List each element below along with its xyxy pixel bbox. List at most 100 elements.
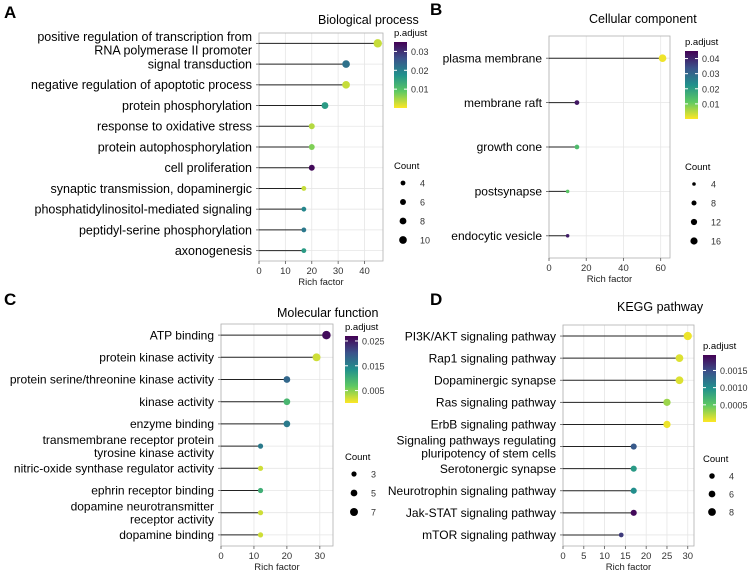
color-bar-label: 0.0005 [720, 400, 748, 410]
size-legend-label: 8 [729, 508, 734, 518]
size-legend-dot [690, 218, 698, 226]
size-legend-label: 4 [729, 472, 734, 482]
data-point [574, 100, 580, 105]
x-tick-label: 60 [655, 263, 666, 274]
category-label: growth cone [477, 140, 543, 154]
data-point [257, 443, 264, 449]
category-label: endocytic vesicle [451, 229, 542, 243]
color-legend-title: p.adjust [394, 28, 428, 39]
data-point [301, 206, 307, 212]
x-axis-label: Rich factor [298, 277, 343, 288]
plot-border [562, 324, 695, 547]
data-point [257, 532, 264, 538]
panel-d: D KEGG pathway 0 5 10 15 20 25 30 Rich factor PI3… [388, 290, 748, 573]
color-bar-label: 0.015 [362, 361, 385, 371]
data-point [663, 420, 671, 429]
size-legend-label: 3 [371, 470, 376, 480]
size-legend-dot [399, 217, 407, 225]
x-tick-label: 20 [581, 263, 592, 274]
size-legend-label: 8 [420, 217, 425, 227]
color-bar-label: 0.025 [362, 336, 385, 346]
x-axis-label: Rich factor [254, 562, 299, 573]
data-point [630, 487, 637, 494]
data-point [322, 330, 331, 340]
category-label: PI3K/AKT signaling pathway [405, 329, 556, 343]
category-label: RNA polymerase II promoter [94, 43, 252, 57]
category-label: protein serine/threonine kinase activity [10, 373, 214, 387]
data-point [675, 354, 684, 363]
panel-a: A Biological process 0 10 20 30 40 Rich factor… [4, 3, 430, 288]
category-label: negative regulation of apoptotic process [31, 78, 252, 92]
x-tick-label: 30 [682, 551, 693, 562]
x-tick-label: 0 [560, 551, 565, 562]
chart-title: Cellular component [589, 12, 697, 26]
x-tick-label: 0 [546, 263, 551, 274]
color-bar [394, 42, 407, 108]
x-tick-label: 30 [315, 551, 326, 562]
data-point [301, 227, 307, 233]
size-legend-dot [350, 508, 358, 516]
color-bar-label: 0.0010 [720, 383, 748, 393]
data-point [675, 376, 684, 385]
color-legend-title: p.adjust [685, 37, 719, 48]
data-point [630, 443, 637, 450]
x-tick-label: 40 [618, 263, 629, 274]
panel-letter-a: A [4, 3, 16, 22]
data-point [321, 102, 329, 109]
data-point [630, 509, 637, 516]
data-point [683, 331, 692, 341]
data-point [663, 398, 671, 406]
data-point [565, 189, 570, 194]
data-point [308, 144, 315, 150]
size-legend-dot [400, 180, 406, 186]
size-legend-dot [709, 473, 715, 479]
panel-letter-c: C [4, 290, 16, 309]
data-point [373, 39, 382, 48]
data-point [658, 54, 667, 63]
size-legend-label: 5 [371, 489, 376, 499]
x-tick-label: 10 [280, 266, 291, 277]
x-tick-label: 0 [218, 551, 223, 562]
x-tick-label: 0 [256, 266, 261, 277]
category-label: protein kinase activity [99, 351, 214, 365]
data-point [312, 353, 321, 362]
data-point [342, 80, 350, 89]
x-tick-label: 15 [620, 551, 631, 562]
size-legend-title: Count [685, 162, 711, 173]
size-legend-dot [691, 200, 697, 206]
color-bar-label: 0.01 [411, 85, 429, 95]
category-label: response to oxidative stress [97, 120, 252, 134]
size-legend-label: 12 [711, 218, 721, 228]
color-bar [703, 355, 716, 422]
size-legend-dot [400, 199, 406, 205]
color-bar-label: 0.02 [702, 84, 720, 94]
category-label: transmembrane receptor protein [43, 433, 214, 447]
size-legend-label: 8 [711, 199, 716, 209]
x-tick-label: 10 [249, 551, 260, 562]
category-label: Ras signaling pathway [436, 396, 556, 410]
chart-title: Molecular function [277, 306, 378, 320]
category-label: signal transduction [148, 57, 252, 71]
color-bar-label: 0.04 [702, 54, 720, 64]
data-point [308, 123, 315, 130]
size-legend-title: Count [703, 454, 729, 465]
x-tick-label: 40 [359, 266, 370, 277]
category-label: protein phosphorylation [122, 99, 252, 113]
category-label: Serotonergic synapse [440, 462, 556, 476]
category-label: Jak-STAT signaling pathway [406, 506, 556, 520]
color-bar [685, 51, 698, 119]
category-label: pluripotency of stem cells [421, 446, 556, 460]
size-legend-title: Count [345, 452, 371, 463]
size-legend-dot [708, 508, 716, 516]
panel-b: B Cellular component 0 20 40 60 Rich factor pl… [430, 0, 721, 285]
x-tick-label: 20 [306, 266, 317, 277]
size-legend-label: 7 [371, 508, 376, 518]
category-label: Signaling pathways regulating [397, 433, 556, 447]
color-bar-label: 0.0015 [720, 366, 748, 376]
size-legend-dot [690, 237, 698, 245]
category-label: ErbB signaling pathway [431, 418, 556, 432]
x-tick-label: 20 [641, 551, 652, 562]
category-label: ephrin receptor binding [91, 484, 214, 498]
data-point [257, 487, 264, 494]
